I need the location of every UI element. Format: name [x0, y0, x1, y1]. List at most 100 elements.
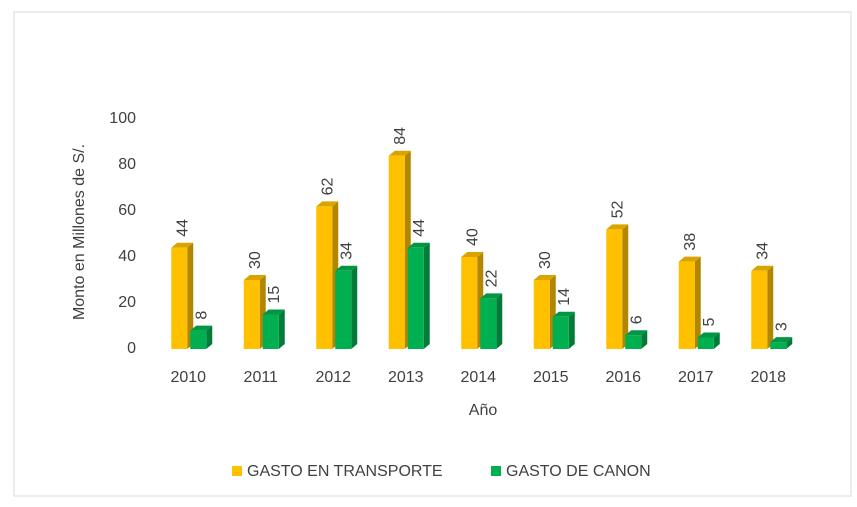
bar [751, 265, 774, 349]
legend-label: GASTO EN TRANSPORTE [247, 463, 443, 480]
bar-side [351, 265, 358, 349]
bar-front [625, 335, 642, 349]
bar-top [751, 265, 774, 271]
bar-side [568, 311, 575, 349]
data-label: 14 [556, 288, 573, 306]
data-label: 3 [773, 322, 790, 331]
y-tick-label: 100 [109, 110, 136, 127]
x-tick-label: 2018 [750, 369, 786, 386]
bar-side [206, 325, 213, 349]
bar-front [606, 229, 623, 349]
bar-front [262, 314, 279, 349]
bar-side [496, 293, 503, 349]
x-tick-label: 2015 [533, 369, 569, 386]
bar-top [190, 325, 213, 331]
bar-top [770, 337, 793, 343]
bar [480, 293, 503, 349]
bar-side [786, 337, 793, 349]
x-tick-label: 2012 [315, 369, 351, 386]
bar-side [278, 309, 285, 349]
bar-front [678, 261, 695, 349]
y-tick-label: 60 [118, 202, 136, 219]
bar-top [461, 252, 484, 257]
bar [606, 224, 629, 349]
y-tick-label: 40 [118, 248, 136, 265]
data-label: 6 [628, 315, 645, 324]
bar-top [625, 330, 648, 336]
bar-front [243, 280, 260, 349]
y-tick-label: 80 [118, 156, 136, 173]
bar-top [697, 332, 720, 338]
bar [262, 309, 285, 349]
bar [697, 332, 720, 349]
x-tick-label: 2011 [244, 369, 279, 386]
data-label: 84 [392, 127, 409, 145]
bar-side [713, 332, 720, 349]
data-label: 44 [411, 219, 428, 237]
bar-top [316, 201, 339, 207]
data-label: 34 [754, 242, 771, 260]
x-tick-label: 2017 [678, 369, 714, 386]
bar-top [552, 311, 575, 317]
data-label: 30 [537, 251, 554, 269]
bar [625, 330, 648, 349]
bar [316, 201, 339, 349]
legend-swatch [491, 466, 501, 476]
bar-front [190, 330, 207, 349]
data-label: 34 [338, 242, 355, 260]
bar [552, 311, 575, 349]
y-tick-label: 0 [127, 340, 136, 357]
bar-side [423, 242, 430, 349]
bar [461, 252, 484, 349]
x-tick-label: 2013 [388, 369, 424, 386]
bar [388, 150, 411, 349]
bar [770, 337, 793, 349]
bar-top [407, 242, 430, 248]
y-tick-label: 20 [118, 294, 136, 311]
bar [190, 325, 213, 349]
bar-front [533, 280, 550, 349]
data-label: 5 [701, 318, 718, 327]
x-tick-label: 2010 [170, 369, 206, 386]
bar-front [461, 257, 478, 349]
bar-top [335, 265, 358, 271]
bar [407, 242, 430, 349]
data-label: 38 [682, 233, 699, 251]
x-tick-label: 2014 [460, 369, 496, 386]
bar-front [335, 270, 352, 349]
bar-front [697, 337, 714, 349]
data-label: 62 [319, 178, 336, 196]
bar-side [187, 242, 194, 349]
chart-border [13, 11, 852, 497]
bar [533, 275, 556, 349]
x-tick-label: 2016 [605, 369, 641, 386]
legend-label: GASTO DE CANON [506, 463, 651, 480]
bar-top [388, 150, 411, 156]
bar-side [641, 330, 648, 349]
bar [678, 256, 701, 349]
bar-top [243, 275, 266, 280]
bar-front [751, 270, 768, 349]
data-label: 52 [609, 201, 626, 219]
data-label: 30 [247, 251, 264, 269]
bar-side [622, 224, 629, 349]
legend-swatch [232, 466, 242, 476]
bar-front [480, 298, 497, 349]
bar-top [171, 242, 194, 248]
bar-side [767, 265, 774, 349]
data-label: 44 [174, 219, 191, 237]
data-label: 8 [193, 311, 210, 320]
y-axis-title: Monto en Millones de S/. [71, 144, 88, 320]
bar-top [606, 224, 629, 230]
bar [335, 265, 358, 349]
bar-front [552, 316, 569, 349]
bar-front [407, 247, 424, 349]
bar-side [694, 256, 701, 349]
bar-front [171, 247, 188, 349]
data-label: 15 [266, 286, 283, 304]
x-axis-title: Año [469, 402, 498, 419]
bar-front [388, 155, 405, 349]
bar [243, 275, 266, 349]
bar [171, 242, 194, 349]
